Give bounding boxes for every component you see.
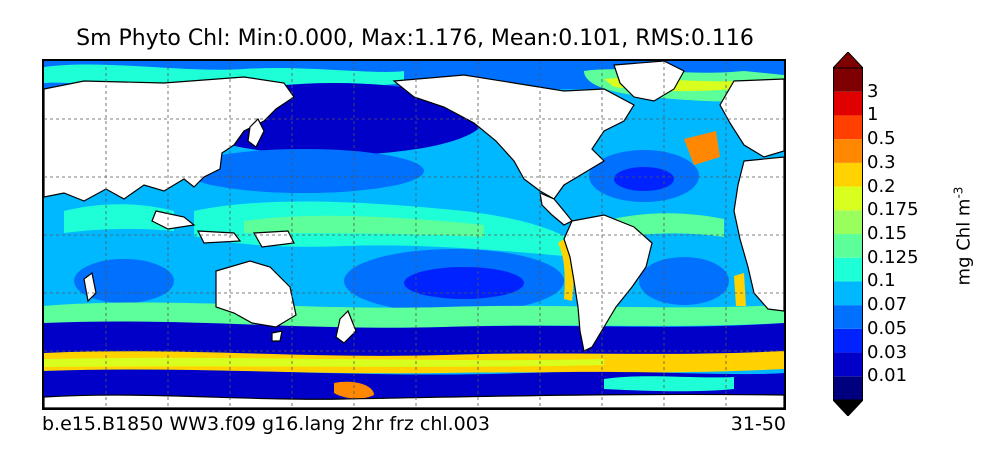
new-zealand-island	[335, 309, 357, 344]
colorbar-segment	[833, 376, 863, 400]
indonesia-island-2	[197, 230, 242, 244]
south-america-landmass	[563, 214, 653, 352]
antarctica-landmass	[44, 393, 784, 408]
colorbar-tick-label: 0.05	[867, 317, 908, 339]
north-atlantic-gyre-core	[614, 167, 674, 191]
africa-landmass	[733, 156, 784, 312]
indian-ocean-gyre	[74, 259, 174, 303]
asia-landmass	[44, 76, 295, 202]
colorbar-tick-label: 0.2	[867, 175, 896, 197]
colorbar-segment	[833, 281, 863, 306]
colorbar-tick-label: 0.07	[867, 294, 908, 316]
colorbar-segment	[833, 257, 863, 282]
north-america-landmass	[392, 74, 635, 200]
colorbar-segment	[833, 91, 863, 116]
colorbar-tick-label: 0.175	[867, 199, 919, 221]
colorbar-extend-min	[833, 399, 863, 416]
south-atlantic-gyre	[639, 257, 729, 305]
us-east-coast	[684, 131, 720, 165]
central-america-landmass	[539, 192, 573, 226]
colorbar-segment	[833, 115, 863, 140]
colorbar-segment	[833, 210, 863, 234]
colorbar-label-text: mg Chl m	[953, 198, 975, 286]
colorbar-tick-label: 0.15	[867, 223, 908, 244]
land-masses	[44, 61, 784, 408]
ross-sea-bloom	[334, 381, 374, 399]
colorbar-segment	[833, 68, 863, 92]
equatorial-indian	[64, 204, 174, 233]
colorbar-extend-max	[833, 52, 863, 69]
colorbar-segments	[833, 52, 863, 416]
north-pacific-gyre-rim	[184, 149, 424, 193]
colorbar	[833, 52, 863, 416]
equatorial-pacific-core	[244, 215, 484, 237]
graticule	[44, 61, 784, 408]
colorbar-tick-label: 0.5	[867, 128, 896, 150]
colorbar-segment	[833, 234, 863, 258]
north-pacific-bloom	[44, 64, 404, 88]
colorbar-tick-label: 0.1	[867, 270, 896, 292]
colorbar-tick-label: 0.125	[867, 246, 919, 268]
map-title: Sm Phyto Chl: Min:0.000, Max:1.176, Mean…	[76, 26, 754, 51]
japan-island	[247, 117, 265, 148]
colorbar-label: mg Chl m-3	[952, 187, 975, 286]
colorbar-tick-label: 3	[867, 80, 879, 102]
chlorophyll-map	[42, 59, 786, 410]
weddell-bloom	[604, 376, 734, 392]
colorbar-tick-label: 0.01	[867, 365, 908, 387]
europe-landmass	[719, 78, 784, 158]
colorbar-tick-label: 0.3	[867, 151, 896, 173]
colorbar-segment	[833, 352, 863, 377]
colorbar-frame	[833, 67, 863, 401]
colorbar-tick-label: 1	[867, 104, 879, 126]
run-caption: b.e15.B1850 WW3.f09 g16.lang 2hr frz chl…	[42, 413, 490, 435]
antarctic-bloom-core	[44, 357, 604, 367]
colorbar-segment	[833, 139, 863, 163]
tasmania-island	[271, 330, 283, 342]
colorbar-segment	[833, 305, 863, 329]
map-canvas	[44, 61, 784, 408]
south-pacific-gyre-core	[404, 267, 524, 299]
indonesia-island-1	[151, 210, 196, 230]
benguela-upwelling	[734, 273, 746, 306]
colorbar-segment	[833, 162, 863, 187]
colorbar-segment	[833, 186, 863, 211]
colorbar-segment	[833, 328, 863, 353]
colorbar-label-exponent: -3	[951, 186, 966, 199]
madagascar-island	[83, 271, 97, 303]
greenland-landmass	[613, 61, 685, 102]
years-caption: 31-50	[730, 413, 786, 435]
australia-landmass	[215, 260, 297, 328]
colorbar-tick-label: 0.03	[867, 341, 908, 363]
